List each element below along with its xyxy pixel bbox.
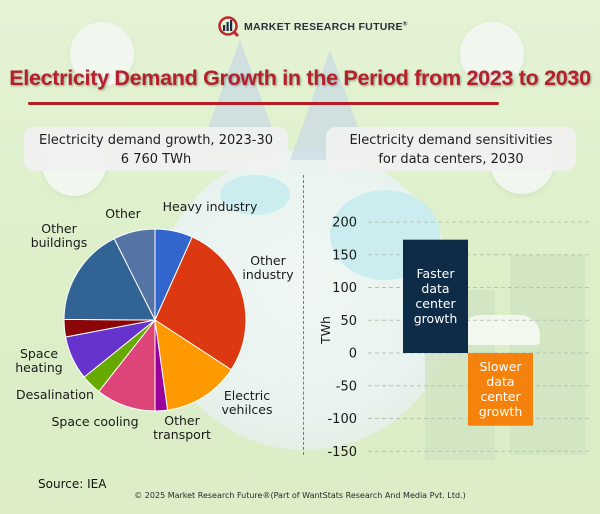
bar-heading-line1: Electricity demand sensitivities (349, 133, 553, 148)
y-tick-label: -50 (336, 379, 357, 394)
pie-label-other-transport: Other transport (153, 413, 211, 442)
pie-label-other: Other (105, 206, 141, 221)
bar-chart-heading: Electricity demand sensitivities for dat… (326, 127, 576, 171)
pie-label-other-industry: Other industry (242, 253, 294, 282)
pie-slice-electric-vehilces (154, 318, 232, 411)
pie-chart-heading: Electricity demand growth, 2023-30 6 760… (24, 127, 288, 171)
pie-heading-title: Electricity demand growth, 2023-30 (38, 133, 274, 148)
bar-chart: 200 150 100 50 0 -50 -100 -150 TWh Faster data cent… (318, 216, 590, 460)
pie-heading-total: 6 760 TWh (120, 152, 192, 167)
pie-chart (63, 228, 247, 412)
bar-faster-data-center-growth (403, 239, 468, 353)
pie-slice-other-industry (154, 236, 247, 371)
brand-logo: MARKET RESEARCH FUTURE® (218, 16, 408, 38)
bar-slower-data-center-growth (468, 353, 533, 426)
pie-label-desalination: Desalination (16, 387, 94, 402)
y-tick-label: 200 (332, 216, 357, 231)
y-axis-label: TWh (318, 316, 333, 345)
bar-label-faster-data-center-growth: Faster data center growth (414, 266, 458, 326)
y-tick-label: 100 (332, 281, 357, 296)
pie-label-electric-vehilces: Electric vehilces (221, 388, 272, 417)
handshake-icon (70, 22, 134, 86)
bar-heading-line2: for data centers, 2030 (378, 152, 524, 167)
source-note: Source: IEA (38, 477, 107, 491)
y-tick-label: -100 (327, 412, 357, 427)
panel-divider (303, 175, 304, 455)
y-tick-label: -150 (327, 445, 357, 460)
globe-landmass (220, 175, 290, 215)
title-underline (28, 102, 499, 105)
pie-label-other-buildings: Other buildings (31, 221, 88, 250)
pie-label-space-cooling: Space cooling (51, 414, 138, 429)
logo-icon (218, 16, 240, 38)
pie-label-space-heating: Space heating (15, 346, 63, 375)
dollar-icon (460, 22, 524, 86)
bar-label-slower-data-center-growth: Slower data center growth (479, 359, 523, 419)
y-tick-label: 150 (332, 248, 357, 263)
pie-slice-other-buildings (63, 237, 156, 321)
brand-name: MARKET RESEARCH FUTURE® (244, 21, 408, 33)
page-title: Electricity Demand Growth in the Period … (9, 66, 591, 90)
pie-label-heavy-industry: Heavy industry (163, 199, 258, 214)
copyright-note: © 2025 Market Research Future®(Part of W… (134, 491, 466, 500)
y-tick-label: 0 (349, 347, 357, 362)
y-tick-label: 50 (340, 314, 357, 329)
pie-labels: Heavy industry Other industry Electric vehil… (15, 199, 294, 442)
pie-slice-other (113, 228, 156, 321)
